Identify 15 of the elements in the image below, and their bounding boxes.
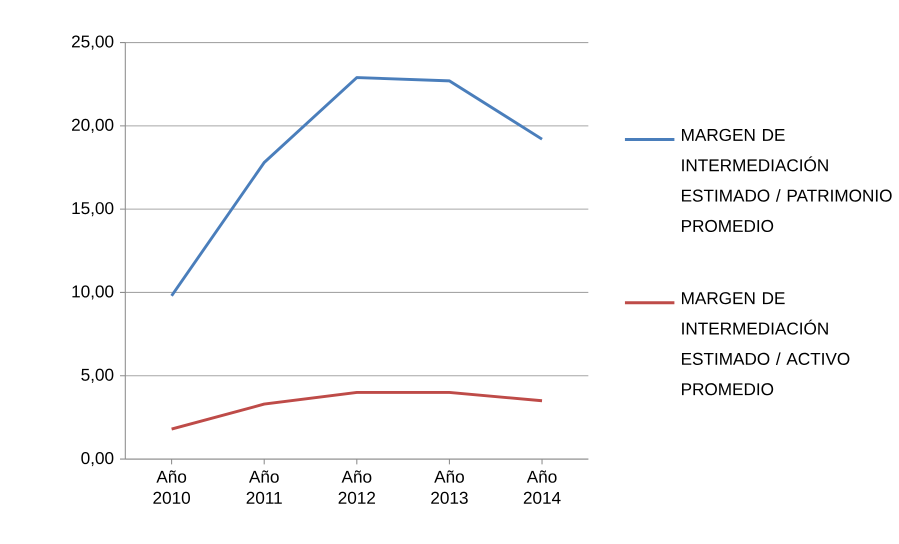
x-tick-label: Año 2013 (431, 470, 468, 504)
y-tick-label: 25,00 (72, 35, 114, 50)
x-tick-label: Año 2011 (246, 470, 282, 504)
y-tick-label: 0,00 (81, 452, 114, 466)
y-tick-label: 5,00 (81, 368, 114, 383)
y-tick-label: 10,00 (72, 285, 114, 300)
legend-label: MARGEN DE INTERMEDIACIÓN ESTIMADO / PATRIMONIO PROMEDIO (682, 128, 892, 232)
x-tick-label: Año 2014 (524, 470, 561, 504)
x-tick-label: Año 2012 (338, 470, 376, 504)
y-tick-label: 20,00 (72, 118, 114, 133)
line-series (170, 390, 544, 430)
y-tick-label: 15,00 (72, 202, 114, 216)
line-series (170, 76, 544, 298)
x-tick-label: Año 2010 (153, 470, 190, 504)
legend-label: MARGEN DE INTERMEDIACIÓN ESTIMADO / ACTIVO PROMEDIO (682, 292, 850, 396)
